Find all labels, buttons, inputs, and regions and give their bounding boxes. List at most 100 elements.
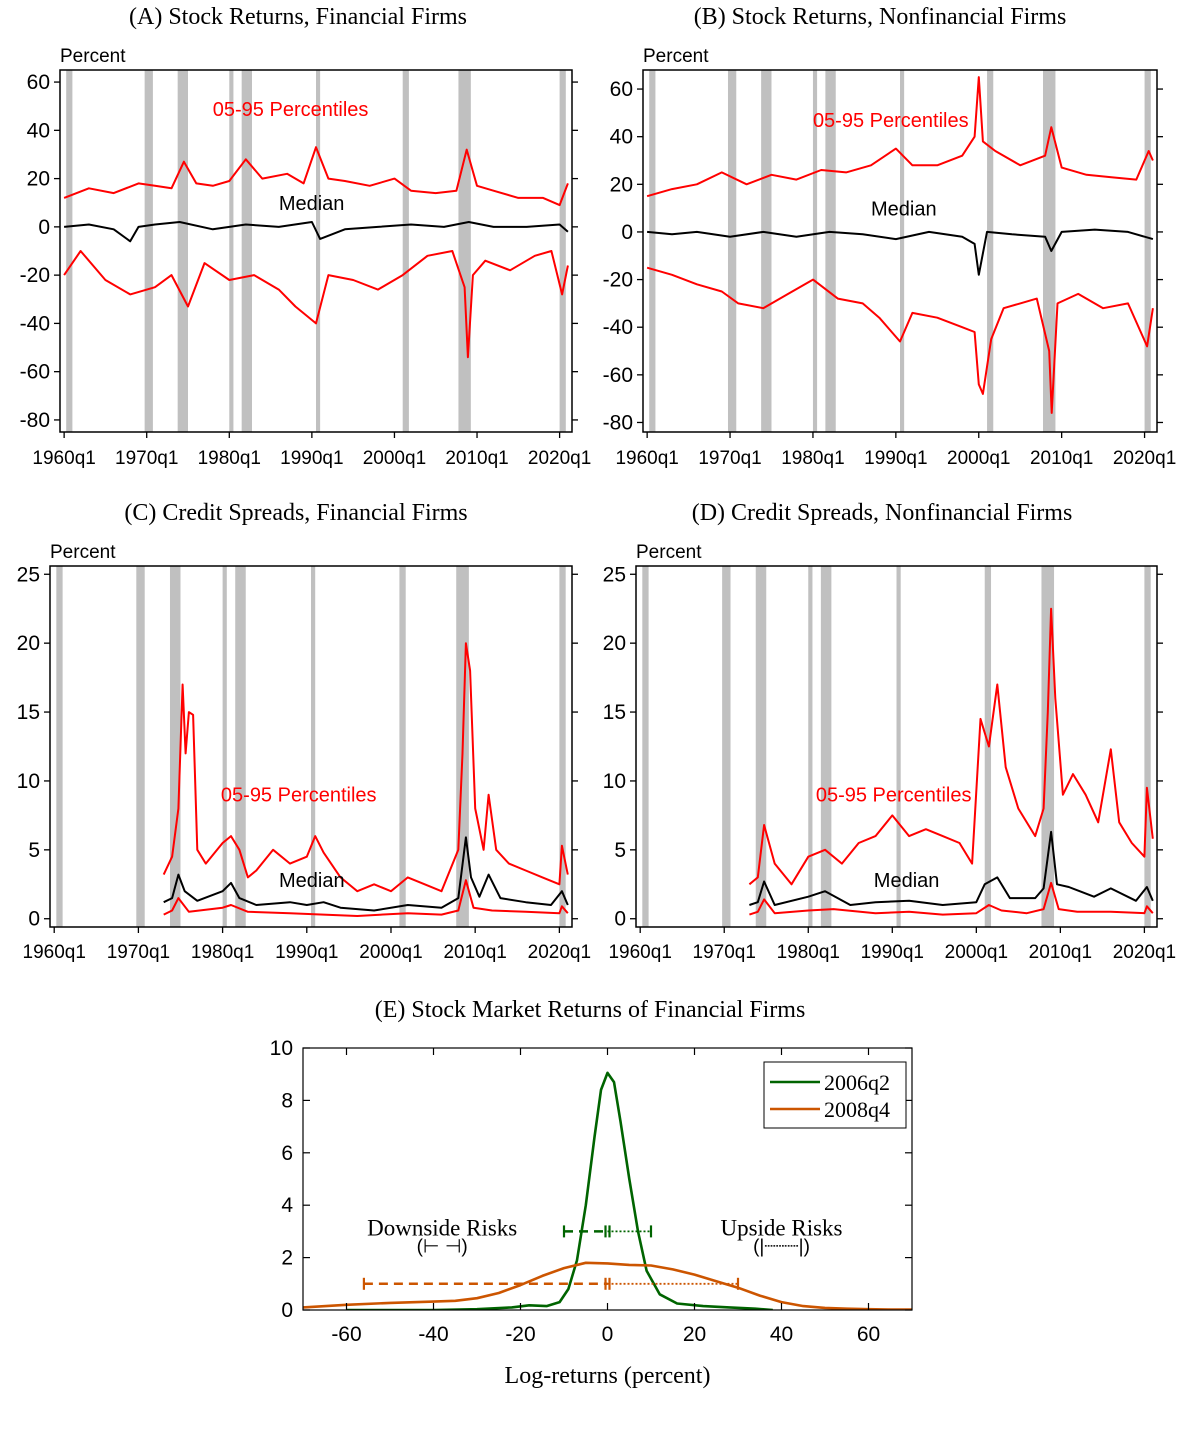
y-tick-label: 20 bbox=[27, 168, 50, 191]
series-lines bbox=[646, 76, 1154, 414]
legend-label: 2008q4 bbox=[824, 1097, 890, 1122]
recession-band bbox=[900, 70, 905, 432]
panel-title: (D) Credit Spreads, Nonfinancial Firms bbox=[692, 500, 1073, 526]
plot-frame bbox=[635, 565, 1158, 928]
series-line-lower bbox=[646, 266, 1154, 414]
y-tick-label: 2 bbox=[281, 1247, 293, 1270]
x-tick-label: 2020q1 bbox=[528, 448, 591, 469]
x-tick-label: 2020q1 bbox=[1113, 942, 1176, 963]
x-tick-label: -20 bbox=[505, 1323, 535, 1346]
y-tick-label: 4 bbox=[281, 1194, 293, 1217]
series-line-upper bbox=[63, 146, 569, 207]
series-lines bbox=[748, 607, 1154, 916]
x-tick-label: -40 bbox=[418, 1323, 448, 1346]
panel-e-stock-market-returns-distribution: (E) Stock Market Returns of Financial Fi… bbox=[270, 997, 913, 1389]
y-tick-label: 60 bbox=[610, 78, 633, 101]
annotation: Median bbox=[279, 193, 345, 215]
recession-bands bbox=[56, 566, 566, 927]
x-tick-label: 1970q1 bbox=[107, 942, 170, 963]
y-tick-label: 25 bbox=[17, 563, 40, 586]
series-line-median bbox=[163, 836, 569, 912]
x-tick-label: 1970q1 bbox=[693, 942, 756, 963]
y-tick-label: 10 bbox=[17, 770, 40, 793]
x-tick-label: 2000q1 bbox=[363, 448, 426, 469]
y-axis-label: Percent bbox=[636, 542, 702, 563]
recession-band bbox=[222, 566, 227, 927]
x-tick-label: 1980q1 bbox=[777, 942, 840, 963]
y-tick-label: 10 bbox=[603, 770, 626, 793]
x-tick-label: 40 bbox=[770, 1323, 793, 1346]
y-tick-label: -60 bbox=[603, 364, 633, 387]
recession-band bbox=[812, 70, 818, 432]
recession-band bbox=[402, 70, 409, 432]
y-tick-label: 60 bbox=[27, 71, 50, 94]
y-axis-label: Percent bbox=[60, 46, 126, 67]
plot-frame bbox=[642, 69, 1158, 433]
series-line-lower bbox=[63, 250, 569, 359]
annotation: Median bbox=[279, 870, 345, 892]
y-axis-label: Percent bbox=[643, 46, 709, 67]
x-tick-label: 1960q1 bbox=[615, 448, 678, 469]
annotation: Median bbox=[874, 870, 940, 892]
panel-title: (E) Stock Market Returns of Financial Fi… bbox=[375, 997, 806, 1023]
x-tick-label: 1970q1 bbox=[698, 448, 761, 469]
x-tick-label: 2020q1 bbox=[528, 942, 591, 963]
y-tick-label: -40 bbox=[20, 312, 50, 335]
recession-band bbox=[1144, 70, 1151, 432]
x-tick-label: 2010q1 bbox=[443, 942, 506, 963]
series-line-upper bbox=[162, 642, 569, 893]
y-tick-label: 25 bbox=[603, 563, 626, 586]
panel-a-stock-returns-financial: (A) Stock Returns, Financial FirmsPercen… bbox=[20, 4, 592, 469]
y-tick-label: 20 bbox=[610, 173, 633, 196]
series-lines bbox=[162, 642, 569, 917]
panel-title: (A) Stock Returns, Financial Firms bbox=[129, 4, 467, 30]
series-line-upper bbox=[646, 76, 1154, 198]
y-tick-label: 0 bbox=[28, 908, 40, 931]
x-tick-label: 1990q1 bbox=[275, 942, 338, 963]
y-tick-label: 0 bbox=[38, 216, 50, 239]
x-tick-label: 2000q1 bbox=[947, 448, 1010, 469]
y-tick-label: -80 bbox=[20, 409, 50, 432]
y-tick-label: -60 bbox=[20, 361, 50, 384]
panel-c-credit-spreads-financial: (C) Credit Spreads, Financial Firms Perce… bbox=[17, 500, 591, 963]
recession-band bbox=[399, 566, 406, 927]
legend-box bbox=[763, 1061, 907, 1129]
x-axis-label: Log-returns (percent) bbox=[505, 1363, 711, 1389]
x-tick-label: 1990q1 bbox=[280, 448, 343, 469]
x-tick-label: 60 bbox=[857, 1323, 880, 1346]
annotation: 05-95 Percentiles bbox=[221, 785, 377, 807]
recession-band bbox=[722, 566, 731, 927]
recession-band bbox=[649, 70, 656, 432]
recession-band bbox=[820, 566, 832, 927]
recession-band bbox=[66, 70, 73, 432]
panel-b-stock-returns-nonfinancial: (B) Stock Returns, Nonfinancial Firms Per… bbox=[603, 4, 1177, 469]
y-tick-label: 15 bbox=[603, 701, 626, 724]
recession-band bbox=[235, 566, 246, 927]
recession-band bbox=[311, 566, 316, 927]
y-tick-label: 10 bbox=[270, 1037, 293, 1060]
recession-bands bbox=[66, 70, 566, 432]
recession-band bbox=[177, 70, 188, 432]
legend-label: 2006q2 bbox=[824, 1070, 890, 1095]
y-tick-label: 0 bbox=[621, 221, 633, 244]
x-tick-label: 2000q1 bbox=[945, 942, 1008, 963]
y-tick-label: 5 bbox=[28, 839, 40, 862]
recession-band bbox=[727, 70, 737, 432]
x-tick-label: 1970q1 bbox=[115, 448, 178, 469]
series-line-lower bbox=[163, 879, 569, 917]
recession-band bbox=[241, 70, 252, 432]
y-tick-label: 40 bbox=[27, 119, 50, 142]
x-tick-label: 1980q1 bbox=[198, 448, 261, 469]
series-line-median bbox=[64, 221, 569, 243]
recession-band bbox=[458, 70, 471, 432]
recession-band bbox=[825, 70, 836, 432]
x-tick-label: 2000q1 bbox=[359, 942, 422, 963]
recession-band bbox=[808, 566, 813, 927]
x-tick-label: 1990q1 bbox=[861, 942, 924, 963]
series-line-upper bbox=[748, 607, 1154, 886]
y-tick-label: 20 bbox=[603, 632, 626, 655]
y-tick-label: 8 bbox=[281, 1089, 293, 1112]
recession-band bbox=[896, 566, 901, 927]
